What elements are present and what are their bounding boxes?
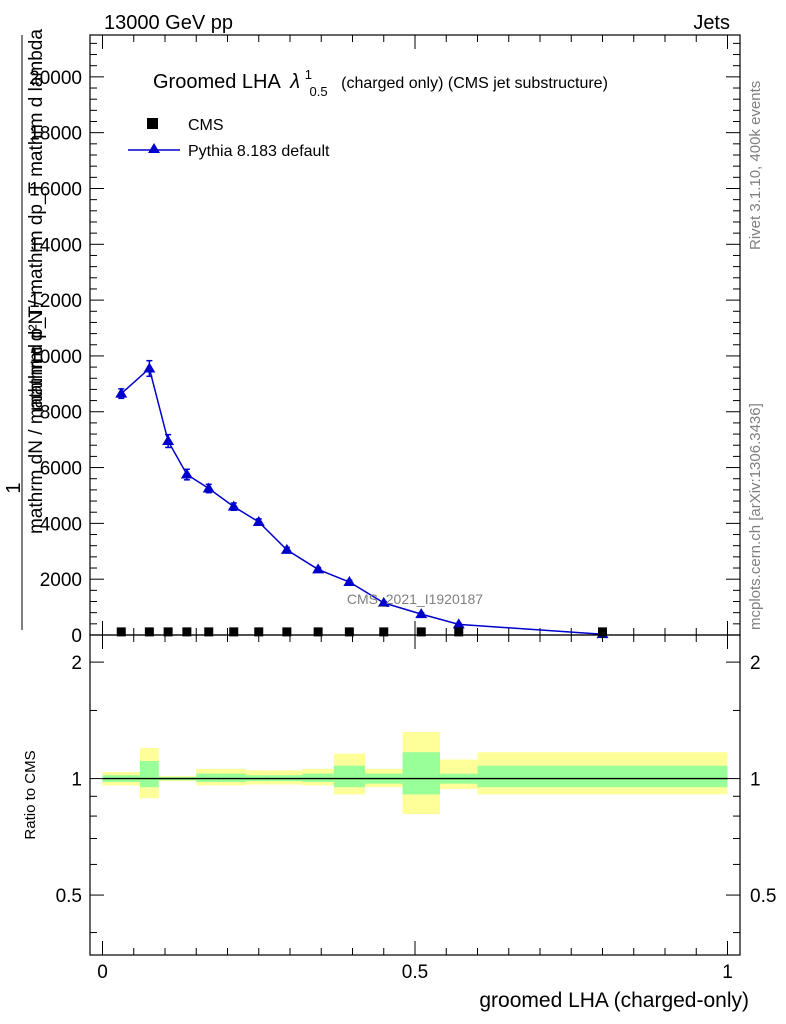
pythia-point (415, 608, 428, 619)
main-y-ticks (90, 42, 740, 636)
main-y-tick-label: 8000 (40, 403, 82, 424)
ratio-ticks (90, 635, 740, 955)
pythia-point (252, 515, 265, 526)
ratio-y-tick-label-left: 0.5 (56, 886, 82, 907)
main-y-tick-label: 2000 (40, 570, 82, 591)
ratio-y-tick-label-left: 2 (71, 653, 82, 674)
cms-point (229, 627, 239, 637)
ratio-band-inner (402, 752, 440, 795)
cms-point (282, 627, 292, 637)
ratio-band-inner (333, 765, 365, 788)
ratio-band-inner (140, 761, 159, 788)
mcplots-reference-text: mcplots.cern.ch [arXiv:1306.3436] (747, 403, 764, 630)
main-y-axis-overlay-label: mathrm d²N / mathrm dp_T mathrm d lambda (26, 29, 47, 411)
main-y-axis-denominator: mathrm dN / mathrm d p_T (26, 306, 47, 534)
cms-point (454, 627, 464, 637)
ratio-y-tick-label-right: 1 (750, 770, 761, 791)
main-y-tick-labels: 0 2000 4000 6000 8000 10000 12000 14000 16000 180… (29, 68, 82, 647)
pythia-point (180, 468, 193, 479)
main-y-tick-label: 18000 (29, 124, 82, 145)
cms-point (116, 627, 126, 637)
legend-pythia-marker (148, 143, 160, 153)
cms-point (204, 627, 214, 637)
ratio-y-tick-label-right: 2 (750, 653, 761, 674)
analysis-watermark: CMS_2021_I1920187 (347, 591, 483, 607)
header-energy: 13000 GeV pp (104, 12, 233, 34)
ratio-plot-frame (89, 634, 741, 956)
ratio-y-tick-label-right: 0.5 (750, 886, 776, 907)
cms-point (379, 627, 389, 637)
pythia-point (280, 543, 293, 554)
legend-cms-marker (147, 118, 158, 129)
cms-point (254, 627, 264, 637)
main-y-tick-label: 6000 (40, 459, 82, 480)
pythia-point (202, 482, 215, 493)
main-y-tick-label: 20000 (29, 68, 82, 89)
legend-cms-label: CMS (188, 117, 224, 134)
header-process: Jets (693, 12, 730, 34)
pythia-point (143, 362, 156, 373)
main-y-tick-label: 12000 (29, 291, 82, 312)
cms-point (598, 627, 607, 637)
cms-point (416, 627, 426, 637)
ratio-uncertainty-bands (102, 731, 728, 814)
pythia-point (312, 563, 325, 574)
cms-markers (116, 627, 607, 637)
plot-title: Groomed LHA λ 1 0.5 (charged only) (CMS … (153, 62, 608, 101)
legend-pythia-label: Pythia 8.183 default (188, 143, 330, 160)
ratio-y-axis-label: Ratio to CMS (22, 750, 39, 839)
pythia-point (227, 500, 240, 511)
main-panel: 0 2000 4000 6000 8000 10000 12000 14000 16000 180… (3, 29, 741, 647)
cms-point (344, 627, 354, 637)
rivet-version-text: Rivet 3.1.10, 400k events (747, 81, 764, 250)
ratio-panel: 0.5 0.5 1 1 2 2 0 0.5 1 Ratio to CMS groomed LHA… (22, 634, 777, 1012)
main-y-tick-label: 4000 (40, 514, 82, 535)
ratio-band-inner (196, 773, 222, 782)
ratio-band-inner (477, 765, 728, 788)
x-axis-label: groomed LHA (charged-only) (479, 989, 749, 1012)
x-tick-label: 1 (722, 962, 733, 983)
ratio-band-inner (302, 773, 334, 782)
main-y-axis-numerator: 1 (3, 482, 25, 493)
cms-point (163, 627, 173, 637)
main-y-tick-label: 16000 (29, 179, 82, 200)
main-y-tick-label: 14000 (29, 235, 82, 256)
pythia-point (377, 596, 390, 607)
cms-point (313, 627, 323, 637)
pythia-point (343, 575, 356, 586)
pythia-point (162, 435, 175, 446)
ratio-band-inner (221, 773, 247, 782)
x-tick-label: 0.5 (402, 962, 428, 983)
cms-point (182, 627, 192, 637)
pythia-series-line (120, 367, 603, 635)
ratio-tick-labels: 0.5 0.5 1 1 2 2 0 0.5 1 (56, 653, 777, 983)
ratio-y-tick-label-left: 1 (71, 770, 82, 791)
pythia-point (115, 387, 128, 398)
cms-point (144, 627, 154, 637)
main-y-tick-label: 10000 (29, 347, 82, 368)
pythia-point (452, 618, 465, 629)
main-y-tick-label: 0 (71, 626, 82, 647)
x-tick-label: 0 (97, 962, 108, 983)
